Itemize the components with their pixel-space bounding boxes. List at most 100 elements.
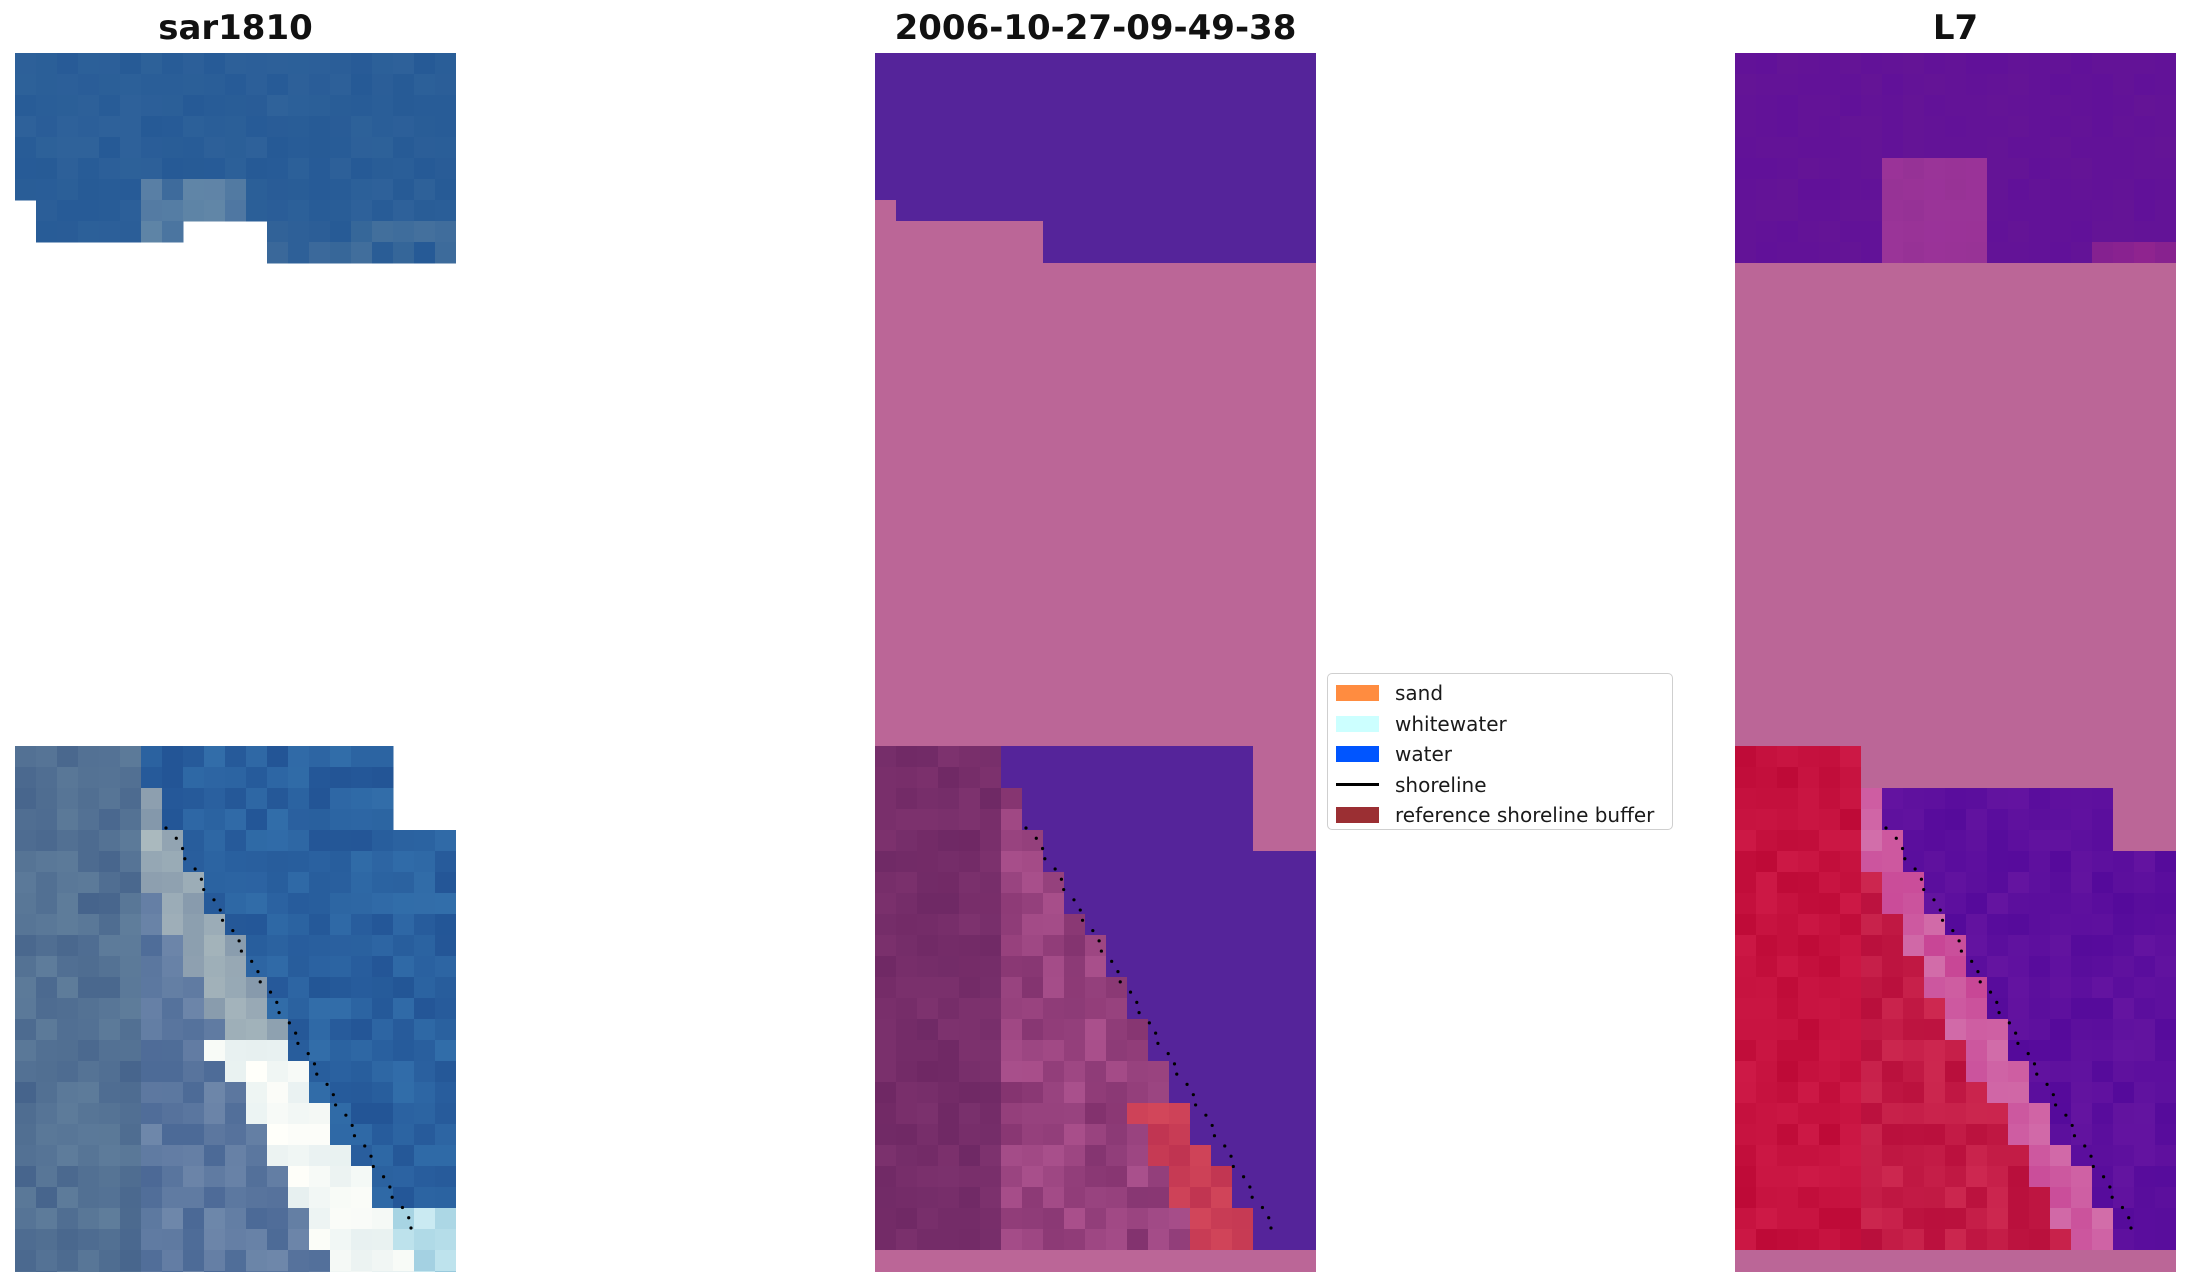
shoreline-point <box>1884 826 1888 830</box>
shoreline-point <box>258 980 262 984</box>
shoreline-point <box>202 887 206 892</box>
shoreline-point <box>199 877 204 881</box>
shoreline-point <box>1078 908 1082 912</box>
shoreline-point <box>306 1052 310 1056</box>
shoreline-point <box>1043 857 1047 861</box>
shoreline-point <box>2007 1021 2011 1025</box>
legend-item-whitewater: whitewater <box>1328 709 1672 740</box>
shoreline-point <box>1229 1154 1233 1158</box>
shoreline-point <box>371 1164 375 1169</box>
shoreline-point <box>1269 1226 1273 1230</box>
shoreline-point <box>1223 1144 1227 1148</box>
shoreline-point <box>2091 1164 2095 1169</box>
shoreline-point <box>1091 928 1095 933</box>
legend-label: reference shoreline buffer <box>1395 803 1655 828</box>
panel-title-rgb: sar1810 <box>158 8 313 48</box>
shoreline-point <box>1135 1000 1139 1004</box>
mndwi-image-panel <box>1735 53 2176 1272</box>
shoreline-point <box>1128 990 1133 994</box>
shoreline-point <box>1970 959 1974 963</box>
shoreline-point <box>409 1226 413 1230</box>
shoreline-point <box>231 928 235 933</box>
shoreline-point <box>344 1113 348 1117</box>
shoreline-point <box>2026 1052 2030 1056</box>
legend-label: sand <box>1395 681 1444 706</box>
shoreline-point <box>1137 1011 1141 1015</box>
shoreline-point <box>1940 918 1945 922</box>
shoreline-point <box>250 959 254 963</box>
shoreline-point <box>2032 1062 2037 1066</box>
shoreline-point <box>1040 846 1045 851</box>
classified-image-panel <box>875 53 1316 1272</box>
panel-title-classified: 2006-10-27-09-49-38 <box>894 8 1297 48</box>
shoreline-point <box>1185 1082 1189 1087</box>
legend-item-sand: sand <box>1328 678 1672 709</box>
shoreline-point <box>2054 1103 2058 1107</box>
shoreline-point <box>1147 1021 1151 1025</box>
legend-item-shoreline: shoreline <box>1328 770 1672 801</box>
shoreline-point <box>400 1205 405 1210</box>
legend-item-water: water <box>1328 739 1672 770</box>
shoreline-point <box>1260 1205 1265 1210</box>
shoreline-point <box>1059 877 1064 881</box>
shoreline-point <box>164 826 168 830</box>
shoreline-point <box>2051 1093 2055 1097</box>
shoreline-point <box>407 1216 411 1220</box>
shoreline-point <box>363 1144 367 1148</box>
mndwi-image <box>1735 53 2176 1272</box>
shoreline-point <box>1154 1031 1158 1035</box>
shoreline-point <box>1250 1195 1254 1199</box>
shoreline-point <box>1988 990 1993 994</box>
whitewater-swatch <box>1336 715 1379 732</box>
shoreline-point <box>180 846 185 851</box>
shoreline-point <box>1034 836 1038 840</box>
shoreline-point <box>2016 1041 2020 1045</box>
shoreline-point <box>2110 1195 2114 1199</box>
legend: sand whitewater water shoreline referenc… <box>1327 673 1673 830</box>
shoreline-point <box>1951 928 1955 933</box>
shoreline-point <box>1938 908 1942 912</box>
shoreline-point <box>239 949 243 953</box>
shoreline-point <box>350 1123 354 1128</box>
shoreline-point <box>183 857 187 861</box>
shoreline-point <box>220 918 225 922</box>
shoreline-point <box>237 939 241 943</box>
shoreline-point <box>1959 949 1963 953</box>
shoreline-point <box>1110 959 1114 963</box>
shoreline-point <box>1053 867 1057 871</box>
panel-title-mndwi: L7 <box>1932 8 1979 48</box>
shoreline-point <box>2108 1185 2112 1189</box>
shoreline-point <box>1932 898 1936 902</box>
shoreline-point <box>218 908 222 912</box>
shoreline-point <box>1080 918 1085 922</box>
shoreline-point <box>1267 1216 1271 1220</box>
rgb-image-panel <box>15 53 456 1272</box>
legend-label: water <box>1395 742 1452 767</box>
shoreline-point <box>193 867 197 871</box>
legend-label: shoreline <box>1395 772 1487 797</box>
classified-image <box>875 53 1316 1272</box>
shoreline-point <box>287 1021 291 1025</box>
shoreline-point <box>268 990 273 994</box>
shoreline-point <box>1191 1093 1195 1097</box>
shoreline-point <box>315 1072 319 1076</box>
shoreline-point <box>256 969 260 974</box>
legend-label: whitewater <box>1395 711 1507 736</box>
shoreline-point <box>1204 1113 1208 1117</box>
shoreline-point <box>1248 1185 1252 1189</box>
sand-swatch <box>1336 685 1379 702</box>
shoreline-point <box>1900 846 1905 851</box>
shoreline-point <box>2101 1175 2106 1179</box>
reference-buffer-swatch <box>1336 807 1379 824</box>
shoreline-point <box>2035 1072 2039 1076</box>
shoreline-point <box>2070 1123 2074 1128</box>
legend-item-reference-buffer: reference shoreline buffer <box>1328 800 1672 831</box>
shoreline-point <box>174 836 178 840</box>
shoreline-point <box>352 1134 357 1138</box>
shoreline-point <box>2089 1154 2093 1158</box>
shoreline-point <box>1024 826 1028 830</box>
shoreline-point <box>1166 1052 1170 1056</box>
shoreline-point <box>1913 867 1917 871</box>
shoreline-point <box>1922 887 1926 892</box>
shoreline-point <box>2129 1226 2133 1230</box>
